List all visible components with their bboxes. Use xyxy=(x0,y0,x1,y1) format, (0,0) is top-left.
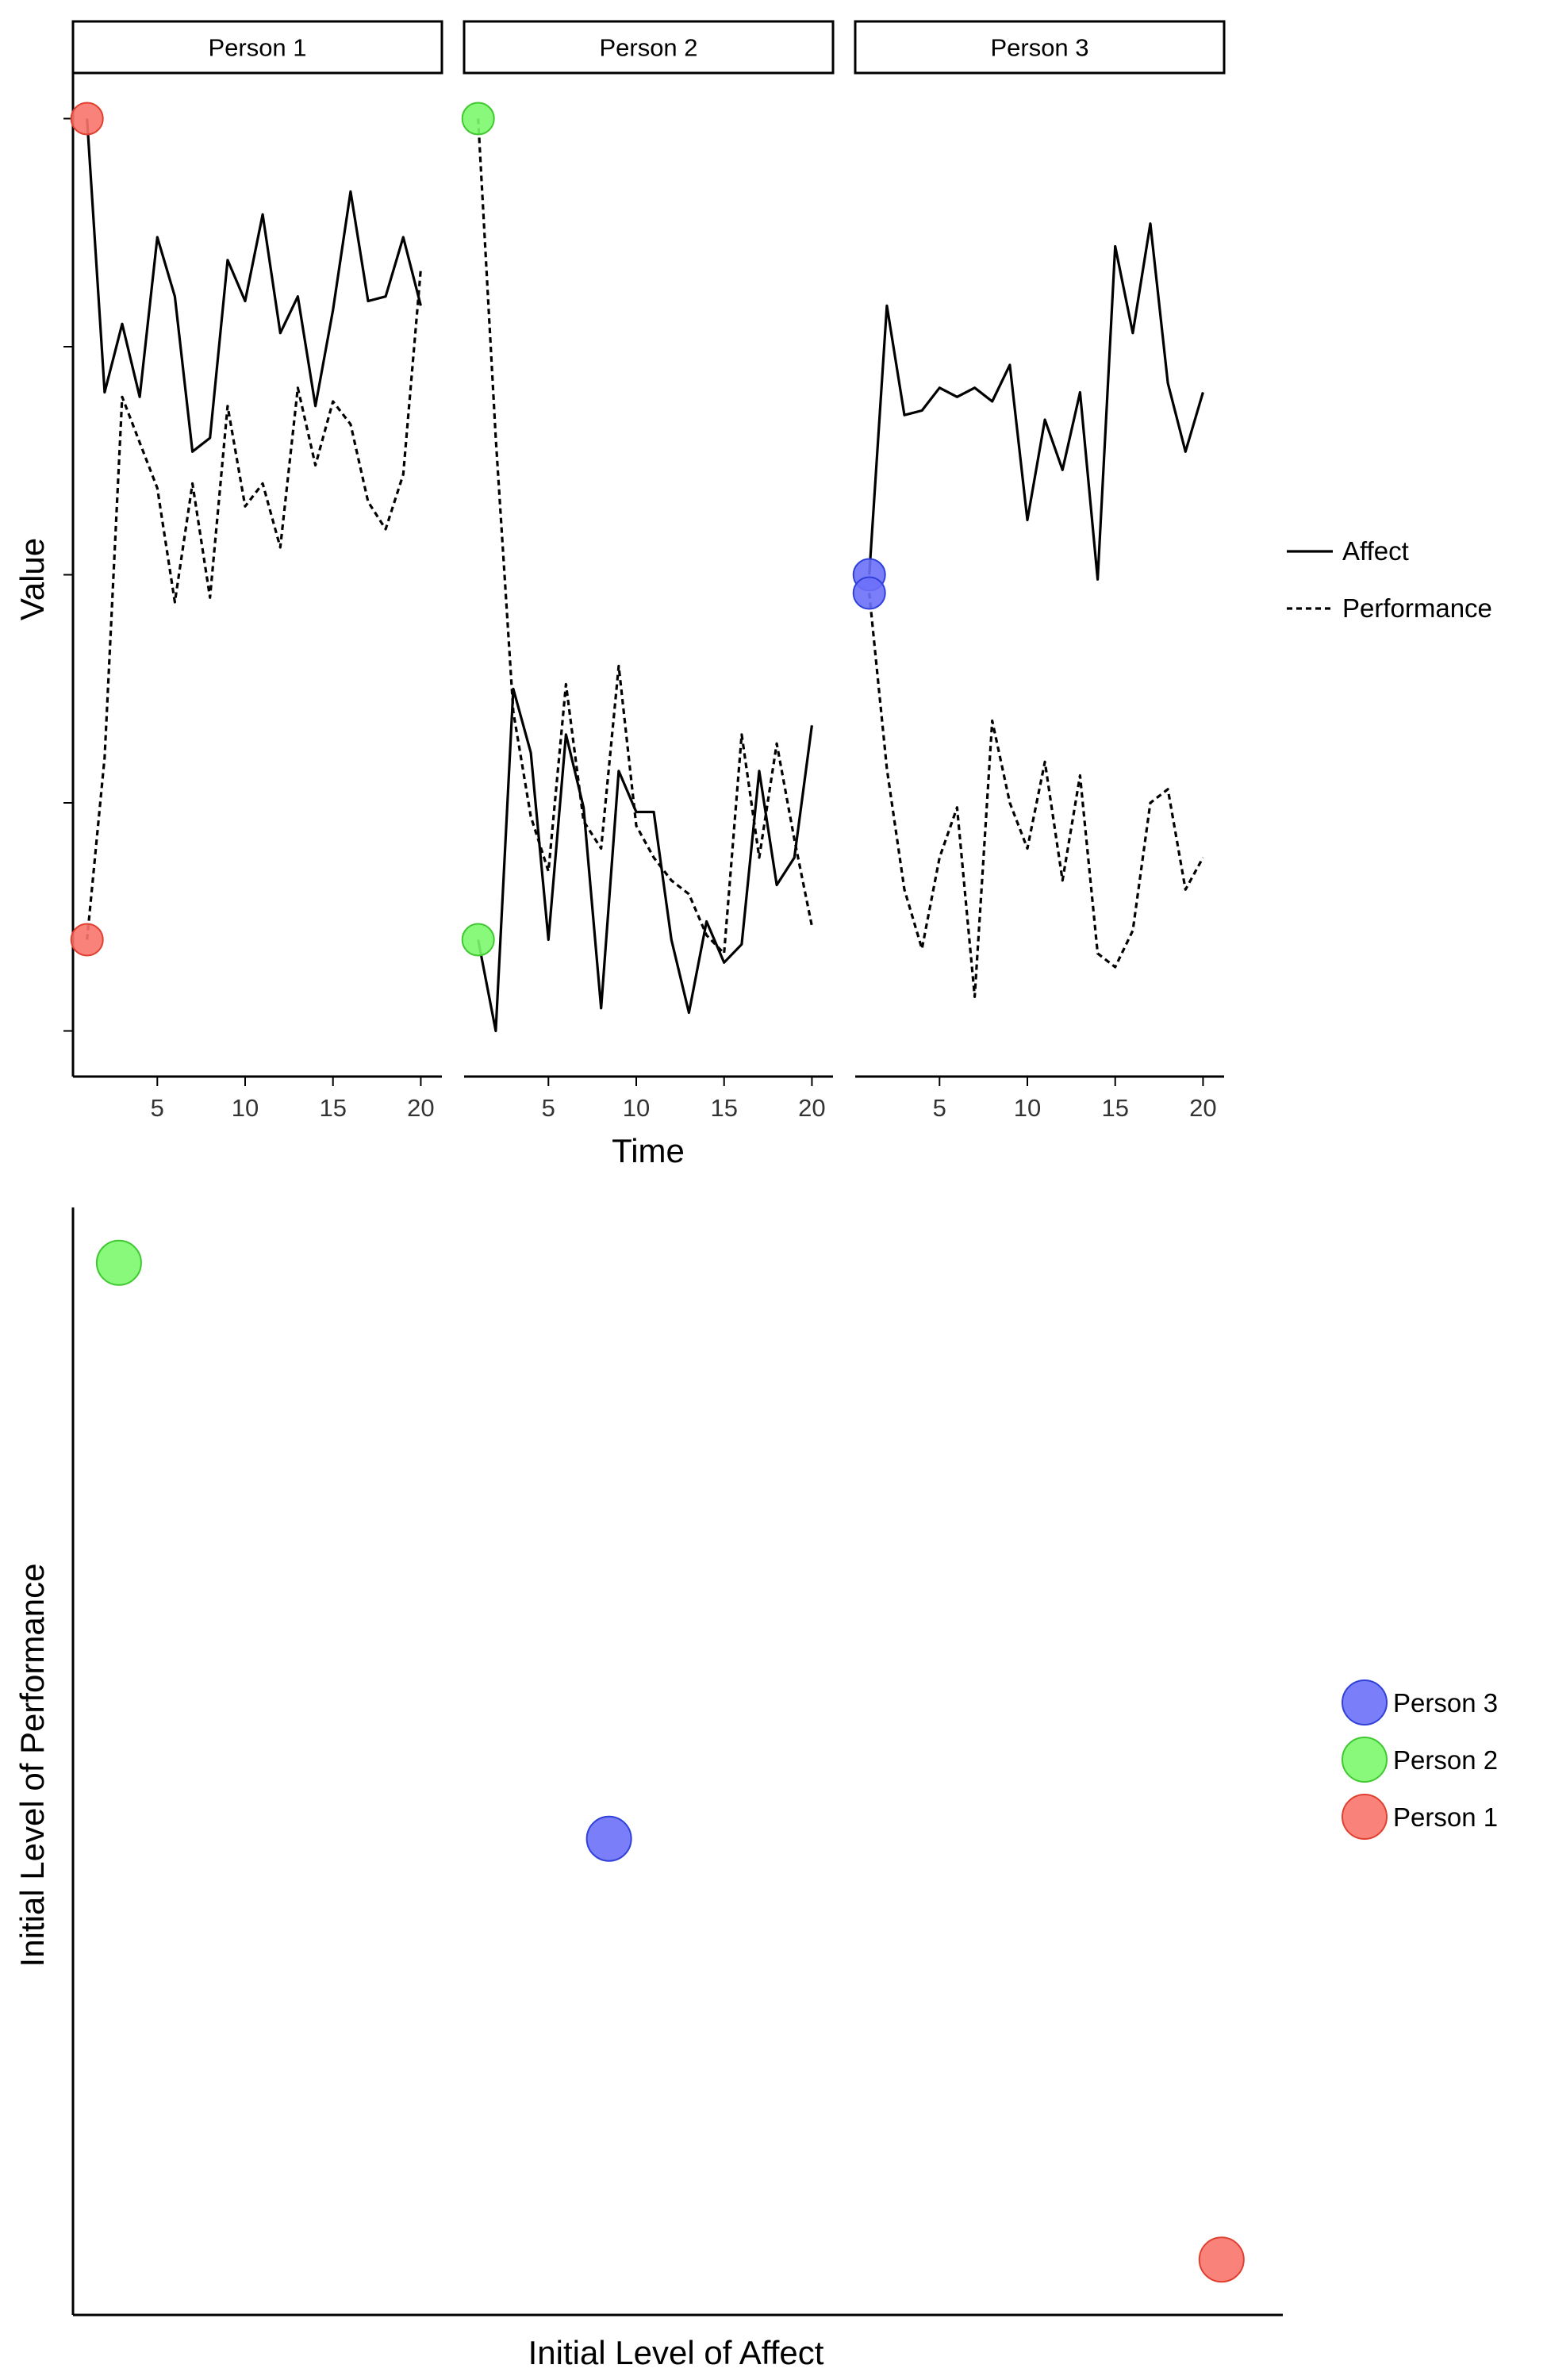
series-line-affect xyxy=(477,687,813,1033)
scatter-point-person-3 xyxy=(585,1815,632,1862)
facet-person-2: Person 2 5 10 15 20 xyxy=(461,20,835,1122)
x-tick-label: 5 xyxy=(151,1094,164,1122)
x-axis-title: Initial Level of Affect xyxy=(528,2334,824,2371)
legend-key-person-2 xyxy=(1342,1737,1388,1783)
scatter-point-person-2 xyxy=(95,1239,142,1286)
initial-point xyxy=(461,102,495,136)
initial-point xyxy=(70,923,104,957)
initial-levels-scatter: Initial Level of Affect Initial Level of … xyxy=(13,1207,1498,2371)
faceted-line-chart: Person 1 5 10 15 20 Person 2 5 10 15 20 Person 3 5 1… xyxy=(13,20,1492,1169)
facet-strip-label: Person 3 xyxy=(990,34,1088,62)
x-tick-label: 5 xyxy=(542,1094,555,1122)
x-tick-label: 15 xyxy=(1101,1094,1128,1122)
x-tick-label: 15 xyxy=(319,1094,346,1122)
x-tick-label: 10 xyxy=(232,1094,259,1122)
facet-strip xyxy=(854,20,1226,75)
legend-label: Affect xyxy=(1342,536,1409,566)
x-tick-label: 5 xyxy=(933,1094,946,1122)
x-tick-label: 10 xyxy=(1014,1094,1041,1122)
legend-label: Person 3 xyxy=(1393,1688,1498,1718)
legend-key-person-3 xyxy=(1342,1679,1388,1726)
series-line-performance xyxy=(86,269,422,940)
x-tick-label: 15 xyxy=(710,1094,737,1122)
initial-point xyxy=(70,102,104,136)
legend-key-person-1 xyxy=(1342,1794,1388,1840)
y-axis-title: Value xyxy=(13,538,51,620)
legend-label: Person 2 xyxy=(1393,1745,1498,1775)
facet-person-1: Person 1 5 10 15 20 xyxy=(63,20,443,1122)
x-axis-title: Time xyxy=(612,1132,685,1169)
facet-strip-label: Person 2 xyxy=(599,34,697,62)
x-tick-label: 20 xyxy=(407,1094,434,1122)
person-legend: Person 3 Person 2 Person 1 xyxy=(1342,1679,1498,1840)
facet-person-3: Person 3 5 10 15 20 xyxy=(852,20,1226,1122)
legend-label: Person 1 xyxy=(1393,1802,1498,1832)
y-axis-title: Initial Level of Performance xyxy=(13,1564,51,1967)
x-tick-label: 20 xyxy=(798,1094,825,1122)
line-legend: Affect Performance xyxy=(1287,536,1492,623)
x-tick-label: 10 xyxy=(623,1094,650,1122)
series-line-performance xyxy=(477,118,813,955)
facet-strip-label: Person 1 xyxy=(208,34,306,62)
series-line-affect xyxy=(868,222,1204,581)
x-tick-label: 20 xyxy=(1189,1094,1216,1122)
legend-label: Performance xyxy=(1342,593,1492,623)
series-line-performance xyxy=(868,593,1204,998)
scatter-point-person-1 xyxy=(1198,2236,1245,2283)
series-line-affect xyxy=(86,118,422,453)
facet-strip xyxy=(71,20,443,75)
initial-point xyxy=(852,576,886,610)
initial-point xyxy=(461,923,495,957)
facet-strip xyxy=(463,20,835,75)
